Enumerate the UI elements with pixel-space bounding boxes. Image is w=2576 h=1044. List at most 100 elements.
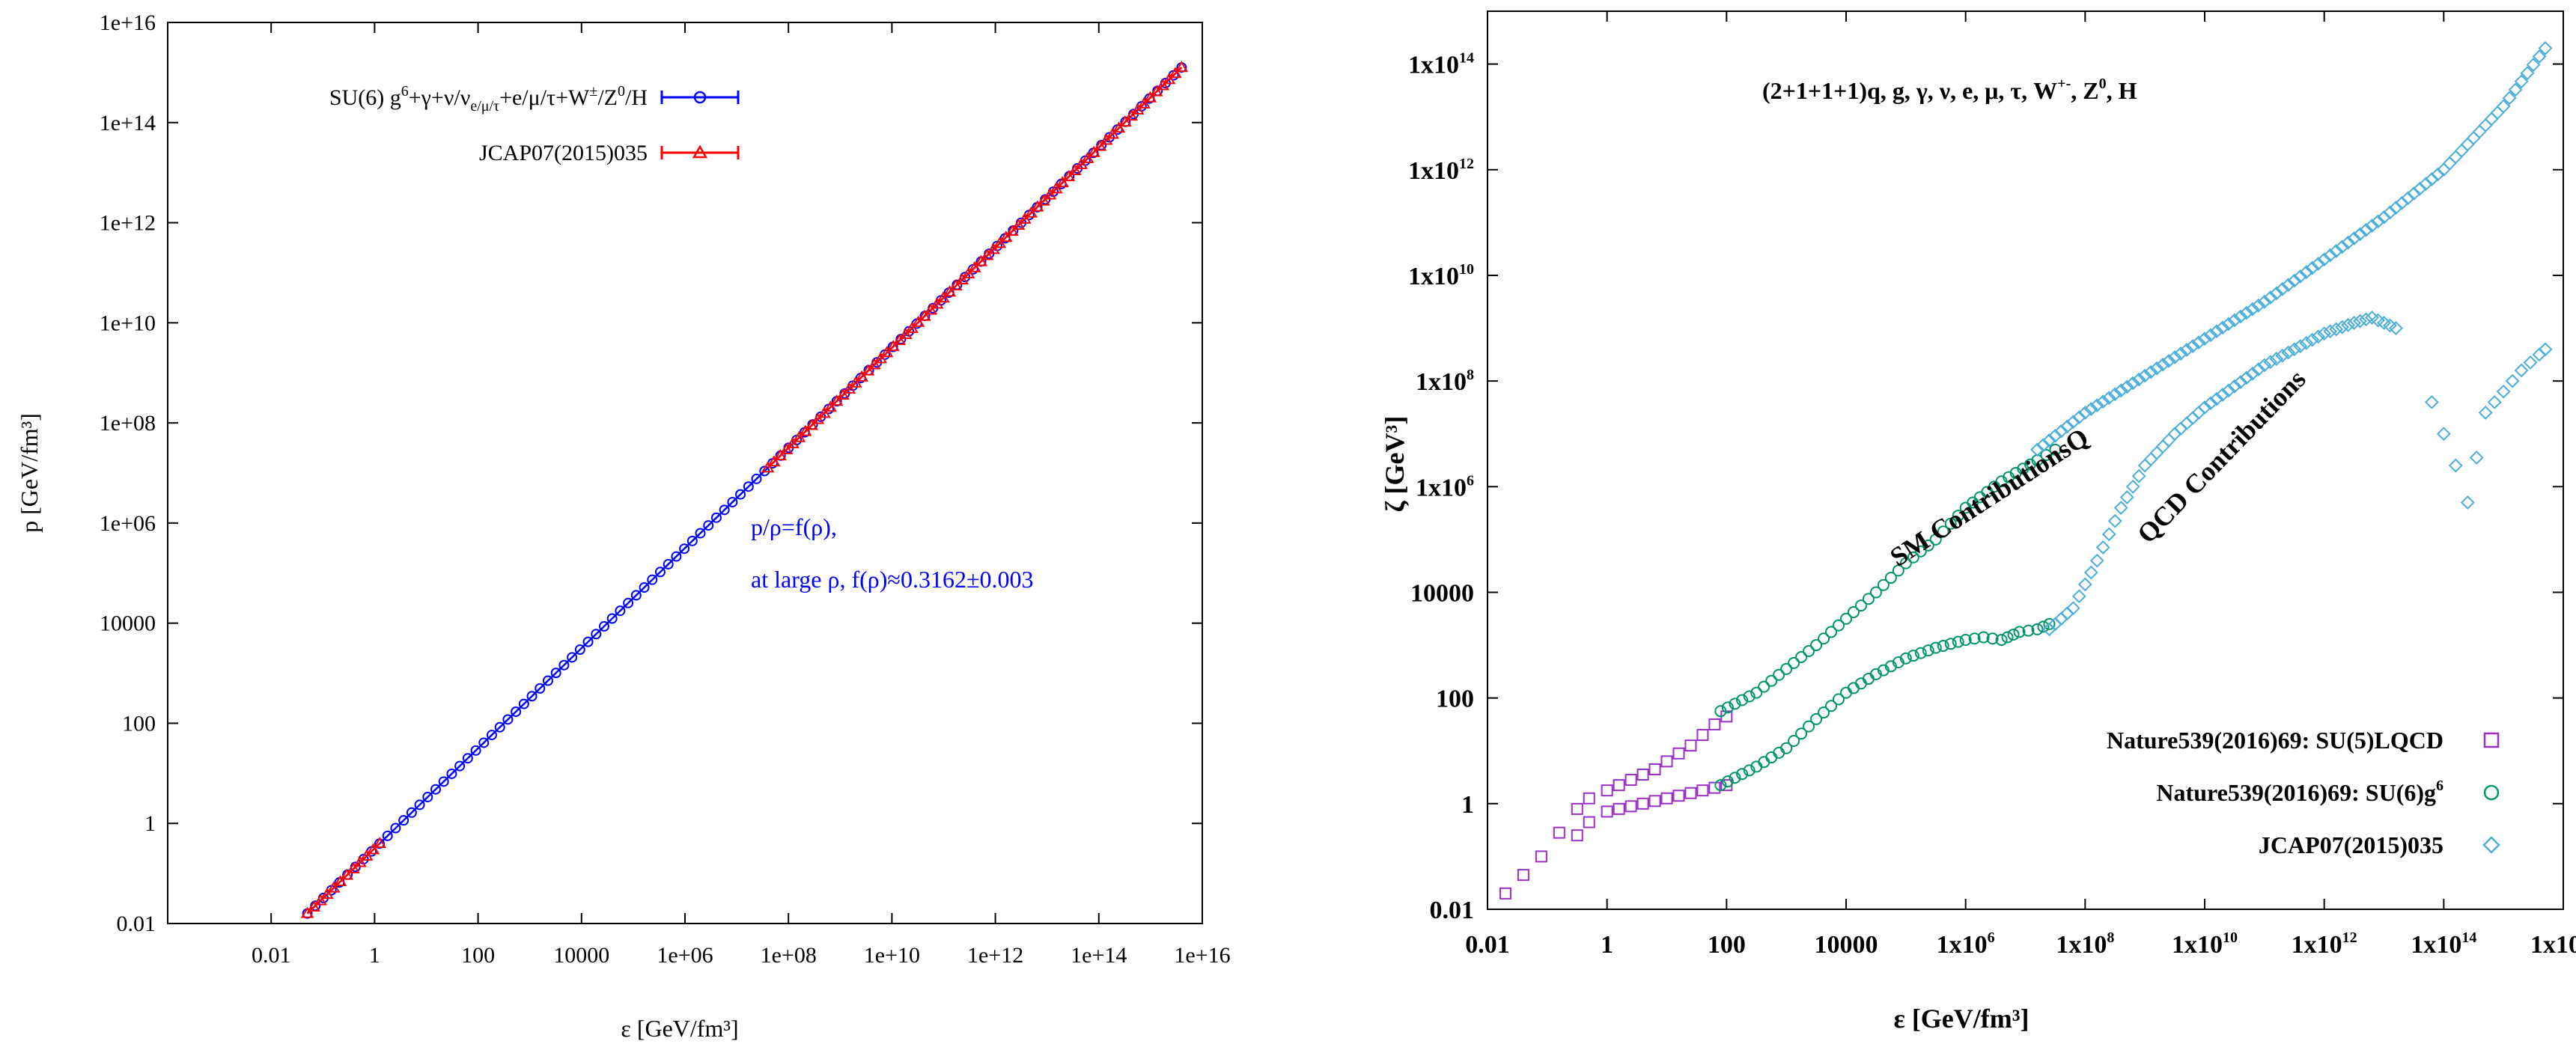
right-green-point [1721,701,1734,714]
left-red-point [373,836,387,848]
right-blue-point [2119,489,2134,504]
right-green-point [1937,525,1949,538]
right-blue-point [2353,227,2367,242]
left-red-point [855,370,868,382]
left-blue-point [671,551,682,562]
right-blue-point [2065,415,2080,430]
right-purple-point [1583,792,1595,805]
right-y-tick-label: 1x106 [1416,472,1474,501]
left-red-point [1137,97,1151,109]
right-blue-point [2538,342,2553,357]
left-blue-point [663,558,674,570]
left-red-point [805,418,818,430]
left-red-point [1106,127,1119,139]
right-blue-point [2448,150,2463,165]
left-blue-point [727,496,738,507]
right-green-point [2007,628,2020,641]
left-red-point [1005,225,1019,236]
right-blue-point [2173,346,2188,361]
right-green-point [1825,626,1838,638]
left-red-point [353,855,367,867]
left-red-point [924,303,938,315]
left-red-point [333,875,347,887]
right-green-point [1929,641,1942,654]
right-y-axis-label: ζ [GeV³] [1380,416,1410,513]
left-red-point [1118,115,1132,127]
left-red-point [1100,133,1113,145]
right-blue-point [2269,352,2284,366]
right-blue-point [2101,391,2116,406]
right-blue-point [2335,239,2350,254]
right-purple-point [1613,802,1625,815]
right-blue-point [2089,553,2104,568]
left-blue-point [735,489,746,500]
left-y-tick-label: 1e+06 [100,511,156,536]
left-blue-point [454,760,466,772]
right-green-point [2049,443,2062,456]
right-x-tick-label: 1x1014 [2411,929,2476,959]
right-x-tick-label: 1x106 [1937,929,1995,959]
right-blue-point [2071,589,2086,604]
right-blue-point [2469,451,2484,465]
right-blue-point [2227,313,2242,328]
right-blue-point [2317,326,2332,341]
right-green-point [1914,647,1927,659]
right-green-point [1869,586,1882,599]
right-green-point [1952,635,1964,648]
left-red-point [918,309,931,321]
right-x-tick-label: 1x1012 [2292,929,2357,959]
left-red-point [930,297,944,309]
right-blue-point [2101,527,2116,542]
left-blue-point [430,784,441,795]
left-y-tick-label: 1e+10 [100,311,156,335]
right-blue-point [2484,112,2499,126]
left-red-point [1050,182,1063,194]
right-blue-point [2347,316,2361,330]
right-green-point [1721,775,1734,788]
right-blue-point [2287,342,2302,357]
right-blue-point [2203,396,2218,411]
right-green-point [1833,619,1845,632]
left-red-point [849,376,862,388]
right-blue-point [2173,421,2188,436]
right-x-tick-label: 10000 [1815,931,1878,959]
left-blue-point [414,799,425,811]
right-blue-point [2436,427,2451,442]
right-blue-point [2424,172,2439,186]
right-blue-point [2065,601,2080,616]
right-blue-point [2143,364,2158,379]
left-red-point [961,266,975,278]
right-blue-point [2305,260,2320,275]
right-blue-point [2167,349,2182,364]
left-red-point [320,888,334,900]
right-blue-point [2239,305,2254,320]
right-green-point [2037,620,2050,633]
left-blue-point [598,620,609,632]
left-red-point [987,242,1000,254]
right-blue-point [2233,375,2248,389]
right-blue-point [2155,439,2170,454]
right-legend-marker-1 [2483,732,2500,748]
right-blue-point [2048,428,2062,443]
left-red-point [1056,176,1069,188]
right-blue-point [2203,328,2218,343]
left-blue-point [438,776,449,787]
right-blue-point [2371,214,2385,229]
right-green-point [1952,510,1964,522]
right-green-point [1854,599,1867,612]
right-blue-point [2233,309,2248,324]
left-blue-point [486,730,497,741]
right-blue-point [2460,495,2475,510]
left-red-point [1037,194,1050,206]
right-blue-point [2071,410,2086,425]
right-blue-point [2042,433,2056,448]
right-blue-point [2460,137,2475,152]
left-x-tick-label: 1e+16 [1174,943,1230,968]
left-legend-series-1: SU(6) g6+γ+ν/νe/μ/τ+e/μ/τ+W±/Z0/H [329,83,648,115]
right-blue-point [2466,130,2481,145]
right-purple-point [1696,784,1709,797]
right-blue-point [2478,406,2493,420]
right-y-tick-label: 1x1010 [1408,261,1474,290]
right-purple-point [1672,790,1685,802]
right-x-tick-label: 100 [1708,931,1746,959]
